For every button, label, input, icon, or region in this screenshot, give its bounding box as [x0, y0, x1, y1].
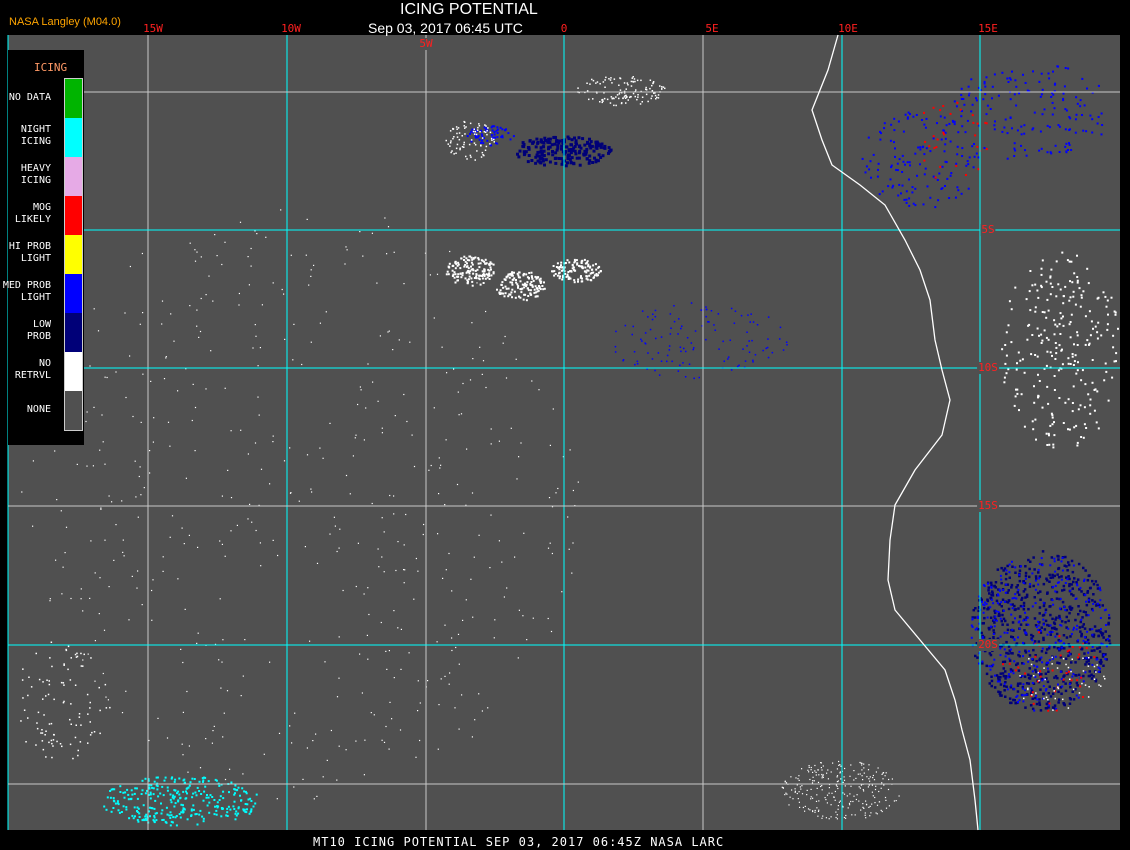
map-title: ICING POTENTIAL	[400, 1, 538, 18]
legend-swatch	[65, 235, 82, 274]
legend-title: ICING	[34, 61, 68, 74]
legend-label: NIGHT ICING	[20, 124, 51, 147]
lon-label: 15E	[978, 22, 998, 35]
legend-label: MED PROB LIGHT	[2, 280, 51, 303]
lon-label: 0	[560, 22, 568, 35]
legend-swatch	[65, 274, 82, 313]
legend-label: HEAVY ICING	[20, 163, 51, 186]
map-datetime: Sep 03, 2017 06:45 UTC	[368, 20, 523, 36]
lat-label: 15S	[977, 499, 999, 512]
coastline	[811, 34, 979, 831]
legend-swatch	[65, 391, 82, 430]
legend-swatch	[65, 79, 82, 118]
lat-label: 10S	[977, 361, 999, 374]
legend-swatch	[65, 196, 82, 235]
lon-label: 5E	[705, 22, 719, 35]
lat-label: 5S	[980, 223, 996, 236]
lon-label: 10W	[281, 22, 301, 35]
cloud-field	[20, 65, 1119, 827]
legend-label: LOW PROB	[26, 319, 51, 342]
legend-swatch	[65, 157, 82, 196]
footer-caption: MT10 ICING POTENTIAL SEP 03, 2017 06:45Z…	[313, 835, 725, 849]
legend-label: NO DATA	[8, 92, 51, 103]
legend-swatch	[65, 118, 82, 157]
lat-lon-grid	[7, 35, 1120, 830]
legend-swatch	[65, 313, 82, 352]
legend-label: HI PROB LIGHT	[8, 241, 51, 264]
legend-swatch	[65, 352, 82, 391]
lon-label: 15W	[143, 22, 163, 35]
lat-label: 20S	[977, 638, 999, 651]
lon-label: 10E	[838, 22, 858, 35]
credit-label: NASA Langley (M04.0)	[9, 16, 121, 28]
legend-label: NONE	[26, 404, 51, 415]
legend: ICING NO DATA NIGHT ICING HEAVY ICING MOG LIKE…	[3, 50, 84, 445]
legend-label: NO RETRVL	[14, 358, 51, 381]
legend-label: MOG LIKELY	[14, 202, 51, 225]
lon-label: 5W	[418, 37, 434, 50]
legend-colorbar	[64, 78, 83, 431]
